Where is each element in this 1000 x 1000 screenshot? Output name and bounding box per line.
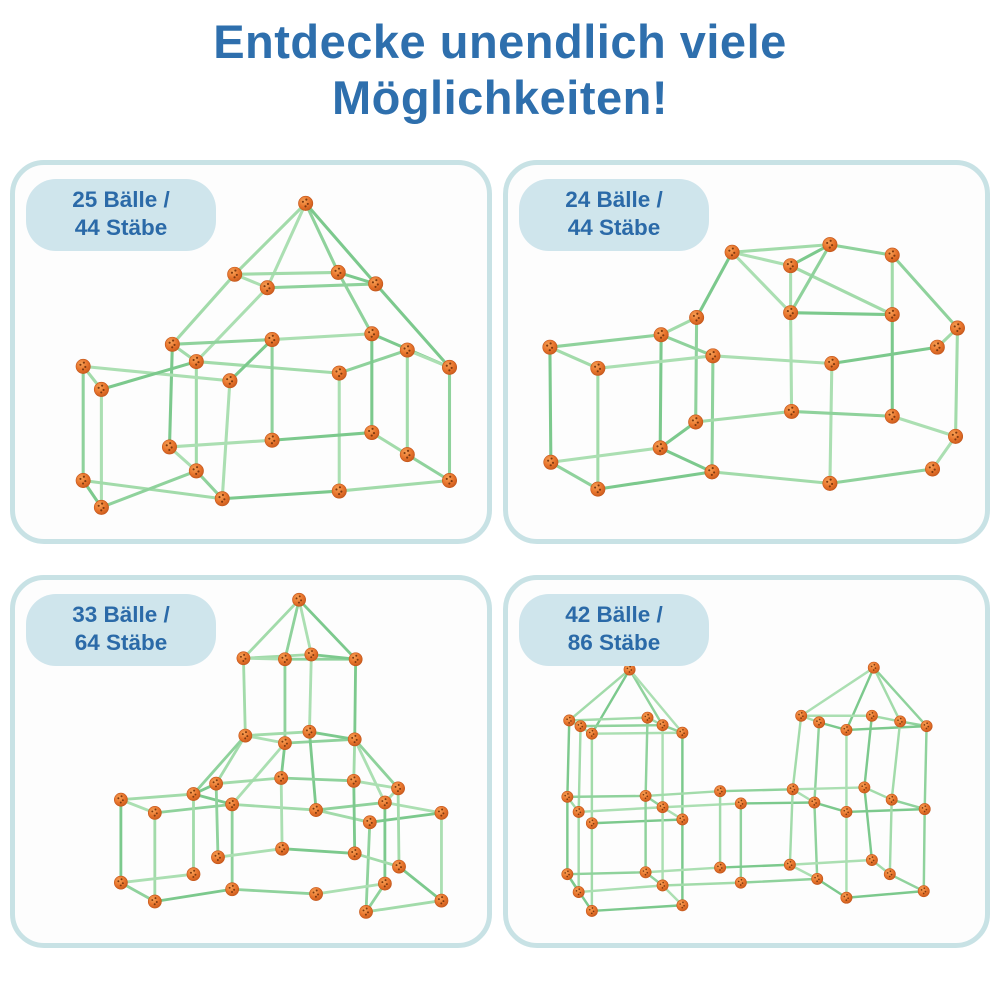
- ball-stick-count-badge: 33 Bälle / 64 Stäbe: [26, 594, 216, 666]
- badge-balls-line: 24 Bälle /: [565, 187, 663, 212]
- fort-structure-house-image: [75, 195, 457, 515]
- page-title: Entdecke unendlich viele Möglichkeiten!: [0, 14, 1000, 127]
- badge-balls-line: 25 Bälle /: [72, 187, 170, 212]
- ball-stick-count-badge: 25 Bälle / 44 Stäbe: [26, 179, 216, 251]
- fort-structure-castle-image: [561, 661, 933, 917]
- ball-stick-count-badge: 24 Bälle / 44 Stäbe: [519, 179, 709, 251]
- fort-panel-1: 25 Bälle / 44 Stäbe: [10, 160, 492, 544]
- badge-sticks-line: 44 Stäbe: [567, 214, 661, 240]
- fort-structure-tower-image: [114, 592, 449, 919]
- page-title-line1: Entdecke unendlich viele: [213, 15, 787, 68]
- ball-stick-count-badge: 42 Bälle / 86 Stäbe: [519, 594, 709, 666]
- badge-sticks-line: 86 Stäbe: [567, 629, 661, 655]
- fort-panel-4: 42 Bälle / 86 Stäbe: [503, 575, 990, 948]
- badge-sticks-line: 64 Stäbe: [74, 629, 168, 655]
- fort-structure-dome-image: [542, 237, 965, 497]
- fort-panel-2: 24 Bälle / 44 Stäbe: [503, 160, 990, 544]
- fort-panel-3: 33 Bälle / 64 Stäbe: [10, 575, 492, 948]
- badge-balls-line: 42 Bälle /: [565, 602, 663, 627]
- badge-sticks-line: 44 Stäbe: [74, 214, 168, 240]
- page-title-line2: Möglichkeiten!: [331, 71, 669, 125]
- badge-balls-line: 33 Bälle /: [72, 602, 170, 627]
